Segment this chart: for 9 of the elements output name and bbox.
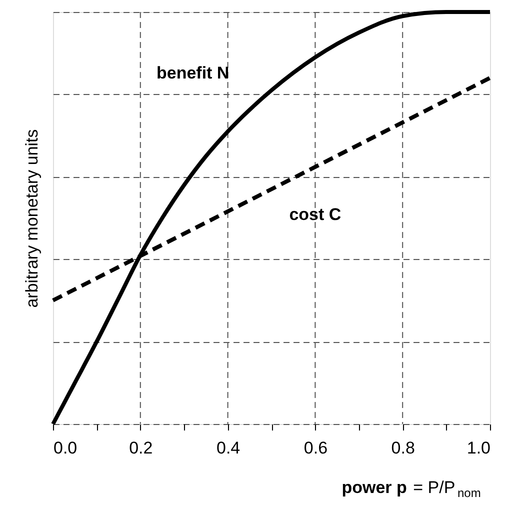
x-tick-label: 0.6 [304,438,328,458]
x-tick-label: 0.0 [54,438,78,458]
x-tick-label: 0.8 [391,438,415,458]
x-tick-label: 0.2 [129,438,153,458]
series-label: benefit N [156,64,230,83]
series-label: cost C [289,204,342,224]
x-tick-label: 0.4 [216,438,240,458]
x-tick-label: 1.0 [466,438,490,458]
y-axis-title: arbitrary monetary units [22,129,42,308]
